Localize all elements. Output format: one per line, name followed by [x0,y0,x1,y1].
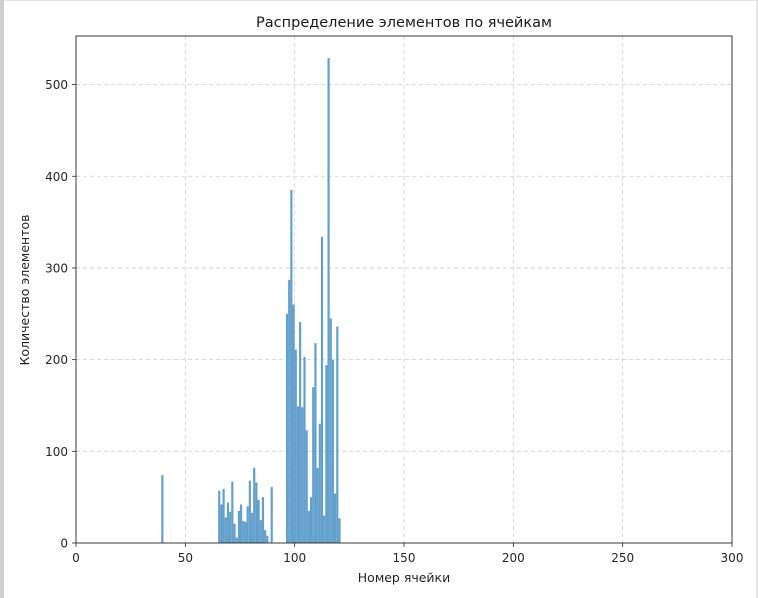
histogram-bar [270,487,273,543]
axis-ticks: 0 50 100 150 200 250 300 0 100 200 300 400 500 [45,78,743,565]
y-axis-title: Количество элементов [17,215,32,366]
histogram-bar [244,521,247,543]
window-top-border [4,0,758,1]
y-tick-label: 400 [45,170,68,184]
bars [161,58,341,544]
y-tick-label: 500 [45,78,68,92]
histogram-bar [240,504,243,543]
x-tick-label: 150 [393,551,416,565]
histogram-bar [288,279,291,543]
histogram-bar [285,313,289,543]
y-tick-label: 100 [45,445,68,459]
histogram-bar [318,423,321,543]
histogram-bar [255,482,258,543]
histogram-bar [233,523,236,543]
histogram-bar [307,510,310,543]
x-tick-label: 250 [611,551,634,565]
histogram-bar [220,504,223,543]
grid-lines [75,36,733,544]
histogram-bar [338,518,341,543]
histogram-bar [222,488,225,543]
y-tick-label: 200 [45,353,68,367]
histogram-bar [329,318,332,543]
histogram-bar [253,467,256,543]
x-tick-label: 0 [72,551,80,565]
histogram-bar [266,535,269,543]
histogram-bar [316,467,319,543]
histogram-bar [290,190,293,543]
histogram-bar [248,480,251,543]
x-axis-title: Номер ячейки [358,570,450,585]
histogram-bar [218,490,221,543]
histogram-bar [257,499,260,543]
x-tick-label: 200 [502,551,525,565]
histogram-bar [303,356,306,543]
histogram-bar [294,349,297,543]
histogram-bar [309,497,313,543]
histogram-bar [336,326,339,543]
y-tick-label: 0 [60,537,68,551]
histogram-bar [312,387,315,543]
histogram-bar [224,517,227,543]
histogram-bar [259,520,262,543]
y-tick-label: 300 [45,261,68,275]
histogram-bar [327,58,330,544]
window-right-border [756,0,758,598]
histogram-bar [235,537,238,543]
histogram-bar [325,365,328,543]
x-tick-label: 100 [283,551,306,565]
histogram-bar [229,511,232,543]
histogram-bar [331,359,335,543]
histogram-bar [250,512,254,543]
x-tick-label: 300 [721,551,744,565]
histogram-bar [314,343,317,543]
histogram-bar [320,236,324,543]
chart-title: Распределение элементов по ячейкам [256,15,552,31]
histogram-bar [301,407,304,543]
histogram-bar [226,502,230,543]
window-left-border [0,0,4,598]
histogram-bar [231,481,234,543]
histogram-bar [264,530,267,543]
histogram-bar [305,430,308,543]
histogram-bar [334,493,337,543]
histogram-bar [161,475,164,543]
histogram-bar [246,506,249,543]
histogram-bar [242,520,245,543]
histogram-bar [292,304,295,543]
histogram-bar [296,406,300,543]
histogram-bar [299,322,302,543]
histogram-bar [323,515,326,543]
histogram-bar [261,497,265,543]
histogram-bar [237,510,240,543]
x-tick-label: 50 [178,551,193,565]
